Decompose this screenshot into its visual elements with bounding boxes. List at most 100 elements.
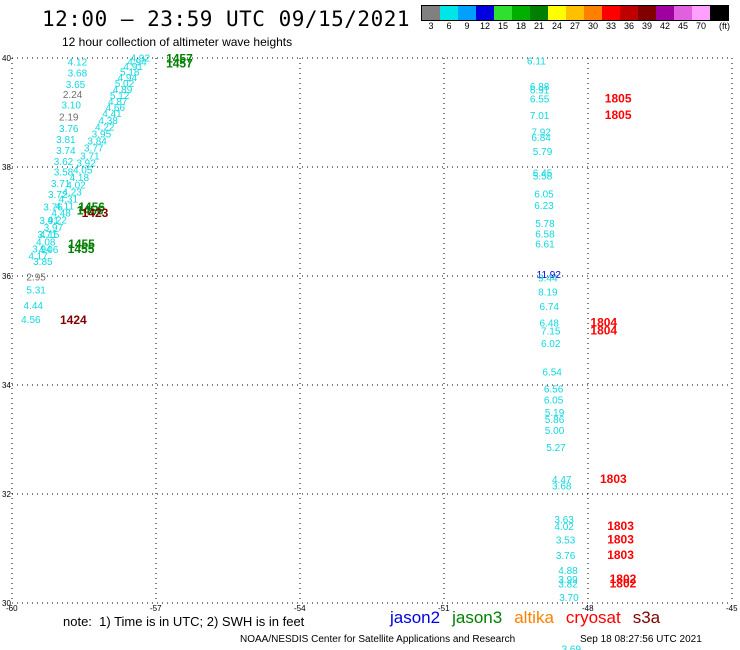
color-swatch <box>422 6 440 20</box>
pass-time-label: 1803 <box>600 472 627 486</box>
color-swatch <box>620 6 638 20</box>
color-scale-label: 42 <box>659 21 670 31</box>
wave-height-label: 3.97 <box>44 223 64 234</box>
color-scale-label: 24 <box>551 21 562 31</box>
wave-height-label: 6.56 <box>544 385 564 396</box>
wave-height-label: 6.91 <box>530 85 550 96</box>
wave-height-label: 2.24 <box>63 90 83 101</box>
wave-height-label: 6.45 <box>533 168 553 179</box>
x-tick-label: -60 <box>6 604 18 613</box>
color-swatch <box>494 6 512 20</box>
wave-height-label: 4.22 <box>48 216 68 227</box>
satellite-legend-altika: altika <box>514 608 554 627</box>
pass-time-label: 1424 <box>60 313 87 327</box>
grid <box>11 57 733 604</box>
y-tick-label: 32 <box>2 490 11 499</box>
satellite-legend-cryosat: cryosat <box>565 608 621 627</box>
wave-height-label: 6.11 <box>527 57 546 68</box>
wave-height-label: 6.02 <box>541 339 561 350</box>
color-swatch <box>512 6 530 20</box>
color-scale-label: 12 <box>479 21 490 31</box>
chart-title: 12:00 – 23:59 UTC 09/15/2021 <box>42 7 411 31</box>
pass-time-label: 1802 <box>610 648 637 650</box>
wave-height-label: 4.56 <box>21 315 41 326</box>
wave-height-label: 3.65 <box>66 80 86 91</box>
wave-height-label: 6.05 <box>534 190 554 201</box>
wave-height-label: 3.81 <box>56 135 76 146</box>
wave-height-label: 4.02 <box>66 180 86 191</box>
color-scale-label: 33 <box>605 21 616 31</box>
wave-height-label: 4.31 <box>59 194 79 205</box>
wave-height-label: 4.12 <box>68 58 88 69</box>
wave-height-label: 4.44 <box>24 301 44 312</box>
wave-height-label: 3.94 <box>32 245 52 256</box>
x-tick-label: -51 <box>438 604 450 613</box>
color-scale-label: 30 <box>587 21 598 31</box>
color-scale-label: 9 <box>464 21 470 31</box>
pass-time-label: 1802 <box>610 572 637 586</box>
wave-height-label: 7.15 <box>541 326 561 337</box>
wave-height-label: 4.94 <box>118 73 138 84</box>
wave-height-label: 5.12 <box>110 91 130 102</box>
pass-time-label: 1456 <box>77 203 104 217</box>
pass-time-label: 1804 <box>590 316 617 330</box>
y-tick-label: 30 <box>2 599 11 608</box>
pass-time-label: 1457 <box>166 56 193 70</box>
x-tick-label: -54 <box>294 604 306 613</box>
wave-height-label: 4.91 <box>123 62 143 73</box>
wave-height-label: 9.44 <box>538 273 558 284</box>
color-swatch <box>458 6 476 20</box>
color-swatch <box>656 6 674 20</box>
wave-height-label: 2.19 <box>59 113 79 124</box>
pass-time-label: 1805 <box>605 108 632 122</box>
wave-height-label: 4.15 <box>40 230 60 241</box>
wave-height-label: 4.38 <box>98 116 118 127</box>
wave-height-label: 4.87 <box>108 97 128 108</box>
wave-height-label: 5.19 <box>545 408 565 419</box>
color-scale-label: 6 <box>446 21 452 31</box>
wave-height-label: 5.31 <box>26 285 46 296</box>
wave-height-label: 6.84 <box>531 133 551 144</box>
wave-height-label: 3.82 <box>558 580 578 591</box>
color-scale-labels: 3 6 9 12 15 18 21 24 27 30 33 36 39 42 45 70 (ft) <box>421 21 731 35</box>
wave-height-label: 5.79 <box>533 147 553 158</box>
color-scale-label: 45 <box>677 21 688 31</box>
wave-height-label: 5.78 <box>535 219 555 230</box>
y-tick-label: 40 <box>2 54 11 63</box>
color-swatch <box>584 6 602 20</box>
wave-height-label: 2.95 <box>26 272 46 283</box>
pass-time-label: 1423 <box>82 206 109 220</box>
pass-time-label: 1804 <box>590 323 617 337</box>
wave-height-label: 6.61 <box>535 240 555 251</box>
wave-height-label: 3.74 <box>56 146 76 157</box>
wave-height-label: 6.23 <box>534 201 554 212</box>
satellite-legend-jason2: jason2 <box>390 608 441 627</box>
y-tick-label: 36 <box>2 272 11 281</box>
wave-height-label: 4.89 <box>113 85 133 96</box>
wave-height-label: 3.72 <box>48 190 68 201</box>
footer-credit: NOAA/NESDIS Center for Satellite Applica… <box>240 634 516 645</box>
color-scale-label: 39 <box>641 21 652 31</box>
wave-height-label: 4.05 <box>73 166 93 177</box>
pass-time-label: 1802 <box>610 577 637 591</box>
wave-height-label: 4.41 <box>102 109 122 120</box>
wave-height-label: 3.84 <box>87 137 107 148</box>
wave-height-label: 4.23 <box>62 187 82 198</box>
wave-height-label: 4.66 <box>106 103 126 114</box>
pass-time-label: 1803 <box>607 533 634 547</box>
color-scale-label: 15 <box>497 21 508 31</box>
wave-height-label: 6.55 <box>530 95 550 106</box>
wave-height-label: 6.05 <box>544 396 564 407</box>
wave-height-label: 3.68 <box>552 482 572 493</box>
color-swatch <box>638 6 656 20</box>
wave-height-label: 3.71 <box>80 151 100 162</box>
color-scale-label: 21 <box>533 21 544 31</box>
wave-height-label: 3.85 <box>33 257 53 268</box>
wave-height-label: 7.01 <box>530 111 550 122</box>
pass-time-label: 1456 <box>78 200 105 214</box>
wave-height-label: 3.70 <box>559 593 579 604</box>
footer-timestamp: Sep 18 08:27:56 UTC 2021 <box>580 634 702 645</box>
x-tick-label: -48 <box>582 604 594 613</box>
wave-height-label: 4.48 <box>51 209 71 220</box>
wave-height-label: 3.99 <box>558 575 578 586</box>
